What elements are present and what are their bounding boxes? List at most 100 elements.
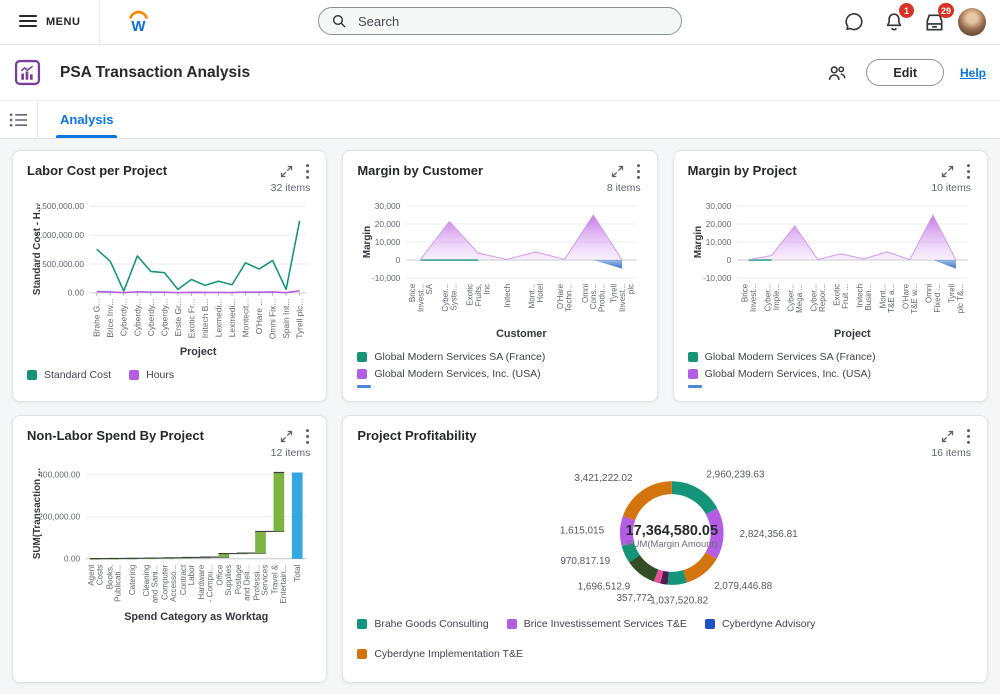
svg-text:970,817.19: 970,817.19 [561, 556, 611, 567]
svg-text:10,000: 10,000 [705, 237, 731, 247]
svg-text:Cleaningand Sani...: Cleaningand Sani... [142, 565, 159, 603]
workday-logo[interactable]: W [124, 7, 152, 37]
svg-text:Spain Int...: Spain Int... [281, 299, 291, 339]
svg-text:1,615,015: 1,615,015 [560, 525, 605, 536]
svg-text:1,037,520.82: 1,037,520.82 [650, 595, 709, 606]
legend-item[interactable]: Global Modern Services, Inc. (USA) [357, 368, 642, 380]
inbox-button[interactable]: 29 [918, 3, 954, 38]
card-margin-by-customer: Margin by Customer 8 items 30,000 20,000 1… [342, 150, 658, 402]
expand-chart-button[interactable] [938, 162, 957, 181]
chart-menu-button[interactable] [303, 426, 312, 447]
svg-text:Postageand Deli...: Postageand Deli... [234, 564, 251, 601]
legend-label: Global Modern Services, Inc. (USA) [374, 368, 541, 380]
svg-text:Montecit...: Montecit... [240, 299, 250, 338]
expand-chart-button[interactable] [938, 427, 957, 446]
legend-item[interactable]: Global Modern Services, Inc. (USA) [687, 368, 973, 380]
legend-item[interactable]: Brahe Goods Consulting [357, 618, 489, 630]
svg-text:200,000.00: 200,000.00 [38, 512, 80, 522]
legend-label: Brahe Goods Consulting [374, 618, 489, 630]
page-header: PSA Transaction Analysis Edit Help [0, 45, 1000, 101]
svg-text:BriceInvest...SA: BriceInvest...SA [409, 283, 435, 312]
legend-item[interactable] [687, 385, 973, 388]
chart-menu-button[interactable] [303, 161, 312, 182]
share-report-button[interactable] [824, 60, 850, 86]
help-link[interactable]: Help [959, 65, 986, 80]
legend-item[interactable]: Global Modern Services SA (France) [357, 351, 642, 363]
search-bar[interactable] [318, 7, 682, 35]
legend-label: Cyberdyne Implementation T&E [374, 648, 523, 660]
legend-item[interactable]: Cyberdyne Implementation T&E [357, 648, 523, 660]
svg-text:Cyberdy...: Cyberdy... [119, 299, 129, 336]
svg-text:SUM(Transaction ...: SUM(Transaction ... [32, 468, 43, 559]
svg-text:Tyrellplc T&...: Tyrellplc T&... [947, 284, 964, 314]
svg-text:Initech: Initech [503, 284, 512, 308]
legend-swatch [704, 619, 715, 629]
legend-item[interactable]: Cyberdyne Advisory [704, 618, 816, 630]
svg-text:Spend Category as Worktag: Spend Category as Worktag [124, 611, 268, 623]
expand-chart-button[interactable] [277, 427, 296, 446]
people-icon [829, 65, 846, 80]
edit-button[interactable]: Edit [866, 59, 944, 86]
legend-item[interactable]: Hours [129, 369, 174, 381]
svg-text:Margin: Margin [362, 226, 373, 258]
legend-item[interactable]: Standard Cost [27, 369, 111, 381]
legend-swatch [357, 385, 372, 388]
legend-swatch [687, 369, 698, 379]
legend-item[interactable]: Global Modern Services SA (France) [687, 351, 973, 363]
notifications-button[interactable]: 1 [878, 3, 914, 38]
labor-cost-chart: 1,500,000.00 1,000,000.00 500,000.00 0.00 Br… [32, 201, 307, 358]
view-list-button[interactable] [0, 101, 38, 138]
inbox-badge: 29 [937, 3, 954, 18]
svg-text:Mont...T&E a...: Mont...T&E a... [878, 284, 895, 313]
header-actions: Edit Help [824, 59, 986, 86]
topbar-actions: 1 29 [838, 3, 1000, 38]
svg-text:0: 0 [726, 255, 731, 265]
svg-text:Cyberdy...: Cyberdy... [132, 299, 142, 336]
svg-text:O'HareTechn...: O'HareTechn... [557, 283, 574, 312]
search-icon [331, 13, 347, 29]
svg-text:Catering: Catering [128, 565, 137, 595]
items-count: 32 items [270, 182, 311, 194]
svg-text:Cyber...Imple...: Cyber...Imple... [763, 284, 780, 312]
search-input[interactable] [356, 12, 669, 30]
svg-text:Cyber...Mega ...: Cyber...Mega ... [786, 284, 803, 313]
svg-text:Customer: Customer [496, 328, 547, 340]
chart-menu-button[interactable] [964, 426, 973, 447]
top-bar: MENU W 1 [0, 0, 1000, 45]
global-menu-button[interactable]: MENU [0, 0, 99, 44]
svg-text:O'Hare ...: O'Hare ... [254, 299, 264, 335]
chart-menu-button[interactable] [634, 161, 643, 182]
svg-text:2,079,446.88: 2,079,446.88 [714, 581, 773, 592]
chat-button[interactable] [838, 6, 870, 38]
charts-row-2: Non-Labor Spend By Project 12 items 400,… [12, 415, 988, 683]
chat-icon [845, 13, 863, 31]
card-project-profitability: Project Profitability 16 items 2,960,239… [342, 415, 988, 683]
profile-avatar[interactable] [958, 8, 986, 36]
tab-analysis[interactable]: Analysis [56, 101, 118, 138]
svg-text:Standard Cost - H...: Standard Cost - H... [32, 204, 43, 295]
legend-swatch [687, 352, 698, 362]
svg-text:Tyrell plc...: Tyrell plc... [295, 299, 305, 339]
legend-label: Cyberdyne Advisory [721, 618, 816, 630]
svg-text:0.00: 0.00 [68, 288, 85, 298]
svg-text:-10,000: -10,000 [703, 273, 732, 283]
page-title: PSA Transaction Analysis [60, 63, 251, 81]
svg-text:InitechBusin...: InitechBusin... [855, 284, 872, 311]
legend-swatch [506, 619, 517, 629]
svg-text:ComputerAccesso...: ComputerAccesso... [160, 564, 177, 601]
items-count: 10 items [931, 182, 971, 194]
legend-swatch [357, 649, 368, 659]
svg-text:Lexmedi...: Lexmedi... [213, 299, 223, 338]
chart-legend: Brahe Goods Consulting Brice Investisseme… [357, 618, 973, 660]
chart-menu-button[interactable] [964, 161, 973, 182]
legend-swatch [357, 352, 368, 362]
svg-text:Project: Project [834, 328, 871, 340]
legend-item[interactable]: Brice Investissement Services T&E [506, 618, 687, 630]
expand-chart-button[interactable] [277, 162, 296, 181]
svg-text:O'HareT&E w...: O'HareT&E w... [901, 283, 918, 313]
legend-item[interactable] [357, 385, 642, 388]
chart-legend: Global Modern Services SA (France) Global… [687, 351, 973, 388]
legend-label: Global Modern Services SA (France) [374, 351, 546, 363]
svg-text:500,000.00: 500,000.00 [42, 259, 84, 269]
expand-chart-button[interactable] [608, 162, 627, 181]
